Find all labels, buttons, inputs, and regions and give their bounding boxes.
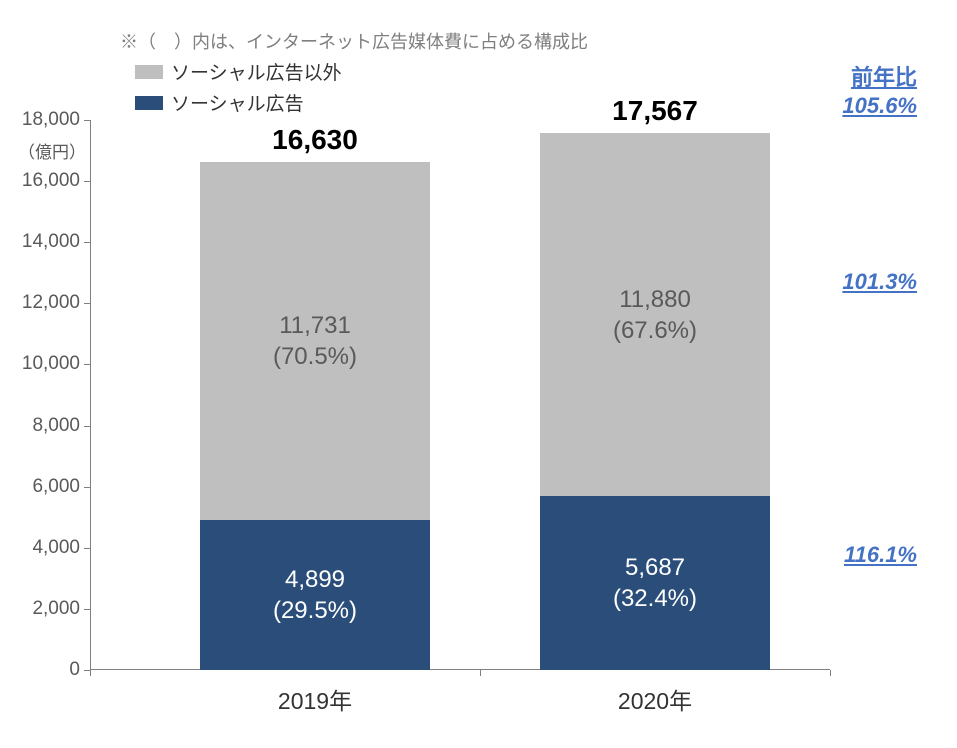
bar-segment-label: 11,880(67.6%) <box>540 284 770 346</box>
y-tick-label: 12,000 <box>22 292 90 314</box>
bar-segment-label: 5,687(32.4%) <box>540 552 770 614</box>
bar-segment-social: 4,899(29.5%) <box>200 520 430 670</box>
yoy-value: 105.6% <box>842 93 917 119</box>
y-tick-label: 10,000 <box>22 353 90 375</box>
y-tick-label: 8,000 <box>32 415 90 437</box>
bar-segment-label: 11,731(70.5%) <box>200 310 430 372</box>
y-tick-label: 16,000 <box>22 170 90 192</box>
legend-item-social: ソーシャル広告 <box>135 89 342 116</box>
y-tick-label: 6,000 <box>32 476 90 498</box>
chart-container: ※（ ）内は、インターネット広告媒体費に占める構成比 ソーシャル広告以外 ソーシ… <box>0 0 957 748</box>
yoy-value: 101.3% <box>842 269 917 295</box>
x-tick <box>480 670 481 676</box>
x-category-label: 2020年 <box>575 682 735 716</box>
bar-total-label: 17,567 <box>540 95 770 127</box>
yoy-value: 116.1% <box>844 542 917 568</box>
y-axis <box>90 120 91 670</box>
x-tick <box>830 670 831 676</box>
bar-segment-non_social: 11,880(67.6%) <box>540 133 770 496</box>
plot-area: （億円） 02,0004,0006,0008,00010,00012,00014… <box>90 120 830 670</box>
y-tick-label: 4,000 <box>32 537 90 559</box>
legend-swatch-social <box>135 96 163 110</box>
y-tick-label: 0 <box>69 659 90 681</box>
y-tick-label: 14,000 <box>22 231 90 253</box>
yoy-header: 前年比 <box>851 60 917 92</box>
bar-segment-label: 4,899(29.5%) <box>200 564 430 626</box>
y-axis-unit: （億円） <box>18 138 86 163</box>
x-category-label: 2019年 <box>235 682 395 716</box>
bar-group: 4,899(29.5%)11,731(70.5%)16,630 <box>200 162 430 670</box>
bar-segment-non_social: 11,731(70.5%) <box>200 162 430 520</box>
bar-total-label: 16,630 <box>200 124 430 156</box>
x-tick <box>90 670 91 676</box>
legend: ソーシャル広告以外 ソーシャル広告 <box>135 58 342 120</box>
bar-group: 5,687(32.4%)11,880(67.6%)17,567 <box>540 133 770 670</box>
chart-note: ※（ ）内は、インターネット広告媒体費に占める構成比 <box>120 28 588 54</box>
legend-label-non-social: ソーシャル広告以外 <box>171 58 342 85</box>
legend-item-non-social: ソーシャル広告以外 <box>135 58 342 85</box>
bar-segment-social: 5,687(32.4%) <box>540 496 770 670</box>
legend-label-social: ソーシャル広告 <box>171 89 304 116</box>
legend-swatch-non-social <box>135 65 163 79</box>
y-tick-label: 18,000 <box>22 109 90 131</box>
y-tick-label: 2,000 <box>32 598 90 620</box>
